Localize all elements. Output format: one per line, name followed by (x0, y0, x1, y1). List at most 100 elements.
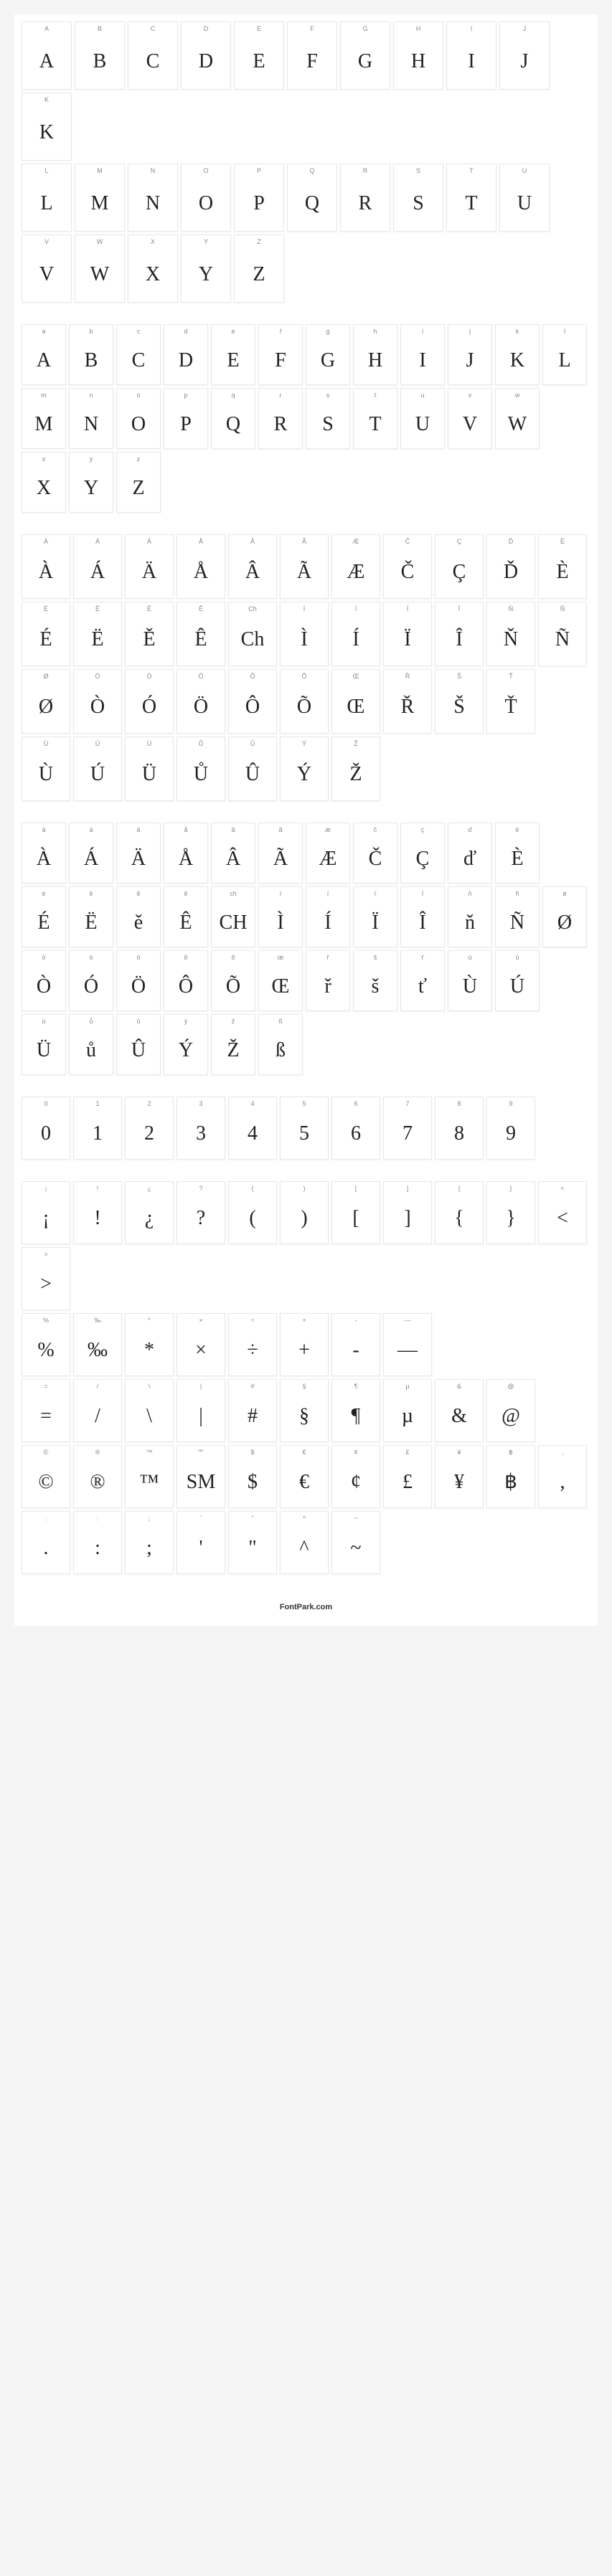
glyph-char: - (352, 1331, 359, 1370)
glyph-card: !! (73, 1181, 122, 1244)
glyph-char: 2 (144, 1114, 154, 1153)
glyph-label: = (44, 1383, 47, 1391)
glyph-char: Ä (142, 552, 156, 592)
glyph-row: ÉÉËËĚĚÊÊChChÌÌÍÍÏÏÎÎŇŇÑÑ (22, 602, 590, 666)
glyph-char: / (95, 1397, 100, 1436)
glyph-char: , (560, 1463, 565, 1502)
glyph-char: P (180, 406, 192, 442)
glyph-card: ÖÖ (176, 669, 225, 734)
glyph-card: ŒŒ (331, 669, 380, 734)
glyph-label: ® (95, 1449, 100, 1457)
glyph-label: } (509, 1185, 512, 1193)
glyph-card: ÉÉ (22, 602, 70, 666)
glyph-card: äÄ (116, 823, 161, 884)
glyph-char: J (521, 39, 529, 83)
glyph-card: kK (495, 324, 540, 385)
glyph-char: Ý (179, 1032, 193, 1069)
glyph-card: GG (340, 22, 390, 90)
glyph-char: & (451, 1397, 467, 1436)
glyph-char: E (253, 39, 265, 83)
glyph-label: - (355, 1317, 357, 1325)
glyph-label: è (515, 826, 519, 835)
glyph-char: ) (301, 1199, 307, 1238)
glyph-card: ďď (448, 823, 492, 884)
glyph-card: bB (69, 324, 113, 385)
glyph-label: Z (257, 238, 261, 247)
glyph-char: U (415, 406, 430, 442)
section-punctuation: ¡¡!!¿¿??(())[[]]{{}}<<>>%%‰‰**××÷÷++--——… (22, 1181, 590, 1574)
glyph-label: § (302, 1383, 306, 1391)
glyph-label: Ú (95, 740, 100, 749)
glyph-label: ů (89, 1018, 93, 1026)
glyph-char: Ň (504, 620, 518, 660)
glyph-label: v (469, 392, 472, 400)
glyph-label: ) (303, 1185, 306, 1193)
glyph-char: H (411, 39, 425, 83)
glyph-card: øØ (542, 886, 587, 947)
glyph-card: :: (73, 1511, 122, 1574)
glyph-card: ‰‰ (73, 1313, 122, 1376)
glyph-char: É (39, 620, 52, 660)
glyph-char: S (413, 181, 424, 225)
glyph-card: ÚÚ (73, 737, 122, 801)
glyph-label: + (302, 1317, 306, 1325)
glyph-card: ůů (69, 1014, 113, 1075)
glyph-card: éÉ (22, 886, 66, 947)
glyph-label: n (89, 392, 93, 400)
glyph-label: Õ (301, 673, 306, 681)
glyph-char: Ø (557, 904, 572, 941)
glyph-card: íÍ (306, 886, 350, 947)
glyph-card: 88 (435, 1097, 484, 1160)
font-chart: AABBCCDDEEFFGGHHIIJJKKLLMMNNOOPPQQRRSSTT… (14, 14, 598, 1626)
glyph-card: ## (228, 1379, 277, 1442)
glyph-card: ťť (400, 950, 445, 1011)
glyph-char: T (465, 181, 477, 225)
glyph-card: zZ (116, 452, 161, 513)
glyph-label: Ì (303, 605, 306, 614)
glyph-card: pP (164, 388, 208, 449)
glyph-label: Ý (302, 740, 306, 749)
glyph-card: ïÏ (353, 886, 397, 947)
glyph-card: ÑÑ (538, 602, 587, 666)
glyph-label: ¶ (354, 1383, 358, 1391)
glyph-card: ÌÌ (280, 602, 329, 666)
glyph-char: Ô (179, 968, 193, 1005)
glyph-label: M (97, 167, 103, 176)
glyph-char: Õ (226, 968, 240, 1005)
glyph-char: Z (132, 470, 144, 506)
glyph-row: VVWWXXYYZZ (22, 235, 590, 303)
glyph-card: || (176, 1379, 225, 1442)
glyph-card: KK (22, 93, 72, 161)
glyph-row: AABBCCDDEEFFGGHHIIJJKK (22, 22, 590, 161)
glyph-label: Ó (146, 673, 151, 681)
glyph-char: = (40, 1397, 52, 1436)
glyph-card: WW (75, 235, 125, 303)
glyph-label: ë (89, 890, 93, 899)
glyph-label: w (515, 392, 520, 400)
glyph-char: Ù (39, 754, 53, 795)
glyph-label: ö (136, 954, 140, 962)
glyph-card: JJ (499, 22, 550, 90)
glyph-char: Ê (194, 620, 207, 660)
glyph-row: ÀÀÁÁÄÄÅÅÂÂÃÃÆÆČČÇÇĎĎÈÈ (22, 534, 590, 599)
section-lowercase: aAbBcCdDeEfFgGhHiIjJkKlLmMnNoOpPqQrRsStT… (22, 324, 590, 513)
glyph-card: }} (486, 1181, 535, 1244)
glyph-card: æÆ (306, 823, 350, 884)
glyph-char: § (299, 1397, 309, 1436)
glyph-card: tT (353, 388, 397, 449)
glyph-card: )) (280, 1181, 329, 1244)
glyph-char: Ç (416, 840, 430, 877)
glyph-label: ( (252, 1185, 254, 1193)
glyph-card: qQ (211, 388, 255, 449)
glyph-card: 77 (383, 1097, 432, 1160)
glyph-char: Ó (142, 687, 156, 727)
glyph-card: ££ (383, 1445, 432, 1508)
glyph-label: o (136, 392, 140, 400)
glyph-card: ŘŘ (383, 669, 432, 734)
glyph-row: üÜůůûÛýÝžŽßß (22, 1014, 590, 1075)
glyph-label: å (184, 826, 187, 835)
glyph-char: Ý (297, 754, 311, 795)
glyph-label: p (184, 392, 187, 400)
glyph-card: ŇŇ (486, 602, 535, 666)
glyph-label: # (250, 1383, 254, 1391)
